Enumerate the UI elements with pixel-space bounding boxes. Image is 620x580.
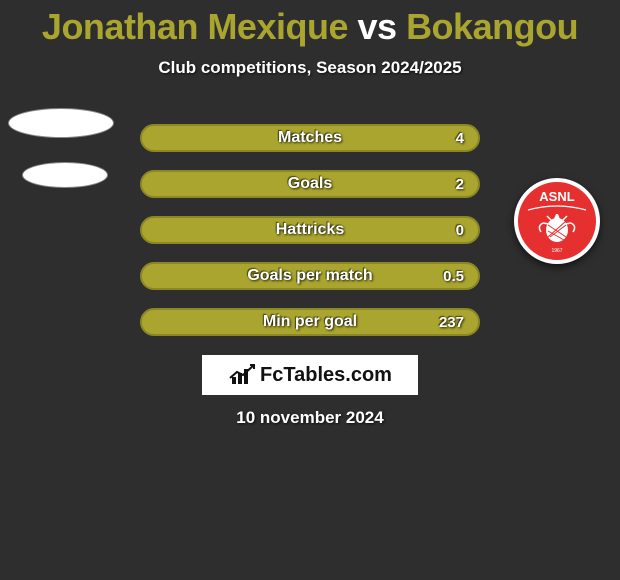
- player2-club-badge: ASNL 1967: [514, 178, 600, 264]
- stat-value: 0.5: [443, 268, 464, 285]
- brand-text: FcTables.com: [260, 364, 392, 387]
- svg-text:ASNL: ASNL: [539, 189, 574, 204]
- stat-label: Min per goal: [263, 313, 357, 331]
- stat-bar-gpm: Goals per match 0.5: [140, 262, 480, 290]
- snapshot-date: 10 november 2024: [0, 408, 620, 428]
- player2-name: Bokangou: [406, 6, 578, 47]
- right-player-area: ASNL 1967: [514, 178, 600, 264]
- stat-value: 4: [456, 130, 464, 147]
- stat-value: 0: [456, 222, 464, 239]
- season-subtitle: Club competitions, Season 2024/2025: [0, 58, 620, 78]
- stat-value: 237: [439, 314, 464, 331]
- stat-bar-mpg: Min per goal 237: [140, 308, 480, 336]
- svg-text:1967: 1967: [551, 248, 562, 254]
- stat-label: Matches: [278, 129, 342, 147]
- stat-label: Goals: [288, 175, 332, 193]
- player1-photo-placeholder: [8, 108, 114, 138]
- player1-name: Jonathan Mexique: [42, 6, 348, 47]
- comparison-title: Jonathan Mexique vs Bokangou: [0, 0, 620, 48]
- player1-club-placeholder: [22, 162, 108, 188]
- brand-chart-icon: [228, 364, 256, 386]
- stat-bar-hattricks: Hattricks 0: [140, 216, 480, 244]
- stat-label: Hattricks: [276, 221, 344, 239]
- vs-text: vs: [358, 6, 397, 47]
- stat-bar-matches: Matches 4: [140, 124, 480, 152]
- left-player-area: [8, 108, 114, 212]
- brand-box[interactable]: FcTables.com: [202, 355, 418, 395]
- stat-bar-goals: Goals 2: [140, 170, 480, 198]
- stat-value: 2: [456, 176, 464, 193]
- asnl-badge-icon: ASNL 1967: [518, 182, 596, 260]
- stat-label: Goals per match: [247, 267, 372, 285]
- stat-bars: Matches 4 Goals 2 Hattricks 0 Goals per …: [140, 124, 480, 354]
